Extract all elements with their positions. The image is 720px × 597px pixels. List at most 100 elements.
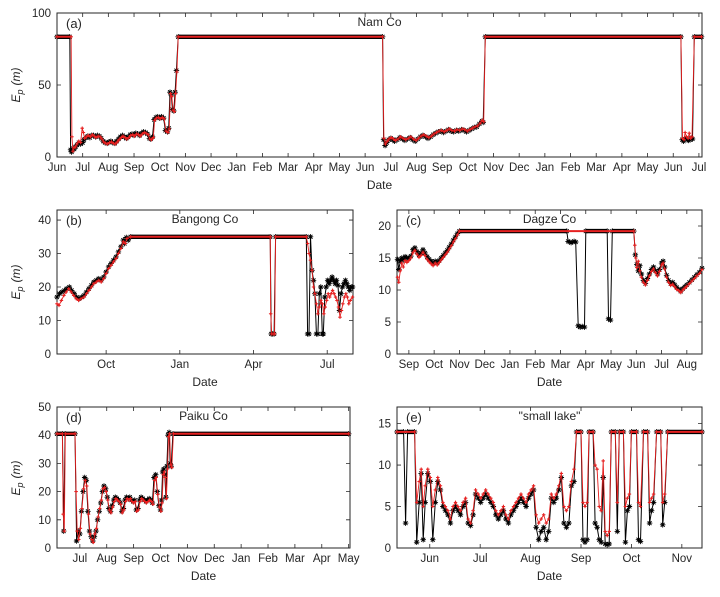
black-series-markers-a [54, 33, 705, 155]
black-series-line-d [57, 432, 349, 543]
x-tick-label-d: Oct [152, 553, 171, 565]
x-tick-label-a: Jul [383, 162, 398, 174]
x-tick-label-a: Jun [48, 162, 67, 174]
red-series-line-b [56, 236, 353, 335]
tick-marks-e [397, 407, 702, 549]
x-tick-label-a: Aug [98, 162, 118, 174]
x-axis-label-c: Date [536, 375, 563, 389]
x-tick-label-c: Apr [577, 359, 595, 371]
red-series-markers-d [55, 431, 351, 545]
x-tick-label-a: Apr [305, 162, 323, 174]
y-tick-label-c: 5 [385, 317, 391, 329]
x-tick-label-d: Dec [204, 553, 225, 565]
panel-label-a: (a) [66, 16, 82, 31]
x-tick-label-a: May [637, 162, 659, 174]
y-label-unit: (m) [9, 264, 23, 283]
x-tick-label-a: Jul [75, 162, 90, 174]
tick-marks-b [57, 210, 353, 355]
x-tick-label-c: Mar [551, 359, 571, 371]
y-tick-label-c: 10 [378, 285, 391, 297]
x-tick-label-a: Mar [586, 162, 606, 174]
y-tick-label-d: 0 [45, 543, 51, 555]
y-label-subscript: p [15, 481, 25, 487]
x-tick-label-d: Nov [177, 553, 198, 565]
x-tick-label-d: May [338, 553, 360, 565]
x-tick-label-a: Mar [278, 162, 298, 174]
red-series-markers-e [395, 430, 704, 538]
x-tick-label-c: Feb [525, 359, 545, 371]
tick-marks-a [56, 12, 702, 158]
x-tick-label-a: Jun [664, 162, 683, 174]
black-series-line-c [397, 230, 703, 328]
x-tick-label-a: Apr [613, 162, 631, 174]
x-tick-label-b: Apr [245, 359, 263, 371]
chart-title-dagze-co: Dagze Co [522, 212, 577, 226]
y-tick-label-b: 40 [38, 215, 51, 227]
y-tick-label-d: 20 [38, 487, 51, 499]
y-tick-label-c: 20 [378, 221, 391, 233]
x-tick-label-c: Sep [399, 359, 419, 371]
x-tick-label-a: Nov [483, 162, 504, 174]
red-series-line-d [57, 433, 349, 544]
x-tick-label-c: Jul [654, 359, 669, 371]
x-tick-label-c: Aug [677, 359, 697, 371]
y-tick-label-c: 15 [378, 253, 391, 265]
red-series-line-a [57, 36, 702, 152]
chart-title-bangong-co: Bangong Co [171, 212, 239, 226]
black-series-markers-c [394, 228, 705, 330]
x-tick-label-d: Feb [258, 553, 278, 565]
x-tick-label-a: Jan [536, 162, 555, 174]
panel-label-c: (c) [406, 213, 422, 228]
chart-title-small-lake: "small lake" [518, 409, 581, 423]
x-axis-label-e: Date [536, 569, 563, 583]
chart-title-paiku-co: Paiku Co [179, 409, 228, 423]
y-tick-label-d: 40 [38, 430, 51, 442]
tick-marks-d [57, 406, 350, 549]
x-tick-label-e: Aug [520, 553, 540, 565]
y-axis-label-a: Ep (m) [9, 67, 25, 102]
y-label-unit: (m) [9, 67, 23, 86]
y-tick-label-e: 0 [385, 543, 391, 555]
x-tick-label-a: Dec [509, 162, 530, 174]
red-series-markers-a [55, 34, 704, 154]
red-series-markers-c [395, 229, 704, 295]
y-tick-label-d: 50 [38, 402, 51, 414]
x-tick-label-d: Jan [232, 553, 251, 565]
x-tick-label-d: Jul [72, 553, 87, 565]
x-tick-label-a: Oct [151, 162, 170, 174]
y-tick-label-e: 10 [378, 460, 391, 472]
x-axis-label-d: Date [190, 569, 217, 583]
red-series-line-c [397, 230, 703, 294]
x-tick-label-c: Nov [449, 359, 470, 371]
x-tick-label-a: Oct [459, 162, 478, 174]
red-series-markers-b [55, 234, 355, 336]
axes-box-b [56, 209, 354, 355]
x-tick-label-e: Oct [622, 553, 641, 565]
axes-box-d [56, 406, 351, 549]
y-tick-label-b: 20 [38, 282, 51, 294]
y-tick-label-b: 10 [38, 316, 51, 328]
x-tick-label-d: Aug [96, 553, 116, 565]
x-tick-label-a: Jan [227, 162, 246, 174]
chart-title-nam-co: Nam Co [357, 15, 402, 29]
x-tick-label-e: Sep [571, 553, 591, 565]
x-axis-label-a: Date [366, 178, 393, 192]
x-axis-label-b: Date [192, 375, 218, 389]
y-tick-label-a: 50 [38, 80, 51, 92]
y-axis-label-b: Ep (m) [9, 264, 25, 299]
y-tick-label-b: 30 [38, 249, 51, 261]
black-series-line-b [56, 236, 353, 335]
x-tick-label-a: Sep [124, 162, 144, 174]
x-tick-label-d: Sep [123, 553, 143, 565]
y-tick-label-c: 0 [385, 349, 391, 361]
y-label-unit: (m) [9, 459, 23, 478]
panel-label-d: (d) [66, 410, 82, 425]
y-tick-label-a: 0 [45, 152, 51, 164]
x-tick-label-d: Apr [313, 553, 331, 565]
x-tick-label-c: Jan [501, 359, 520, 371]
y-tick-label-e: 5 [385, 502, 391, 514]
y-tick-label-d: 10 [38, 515, 51, 527]
x-tick-label-a: Aug [406, 162, 426, 174]
